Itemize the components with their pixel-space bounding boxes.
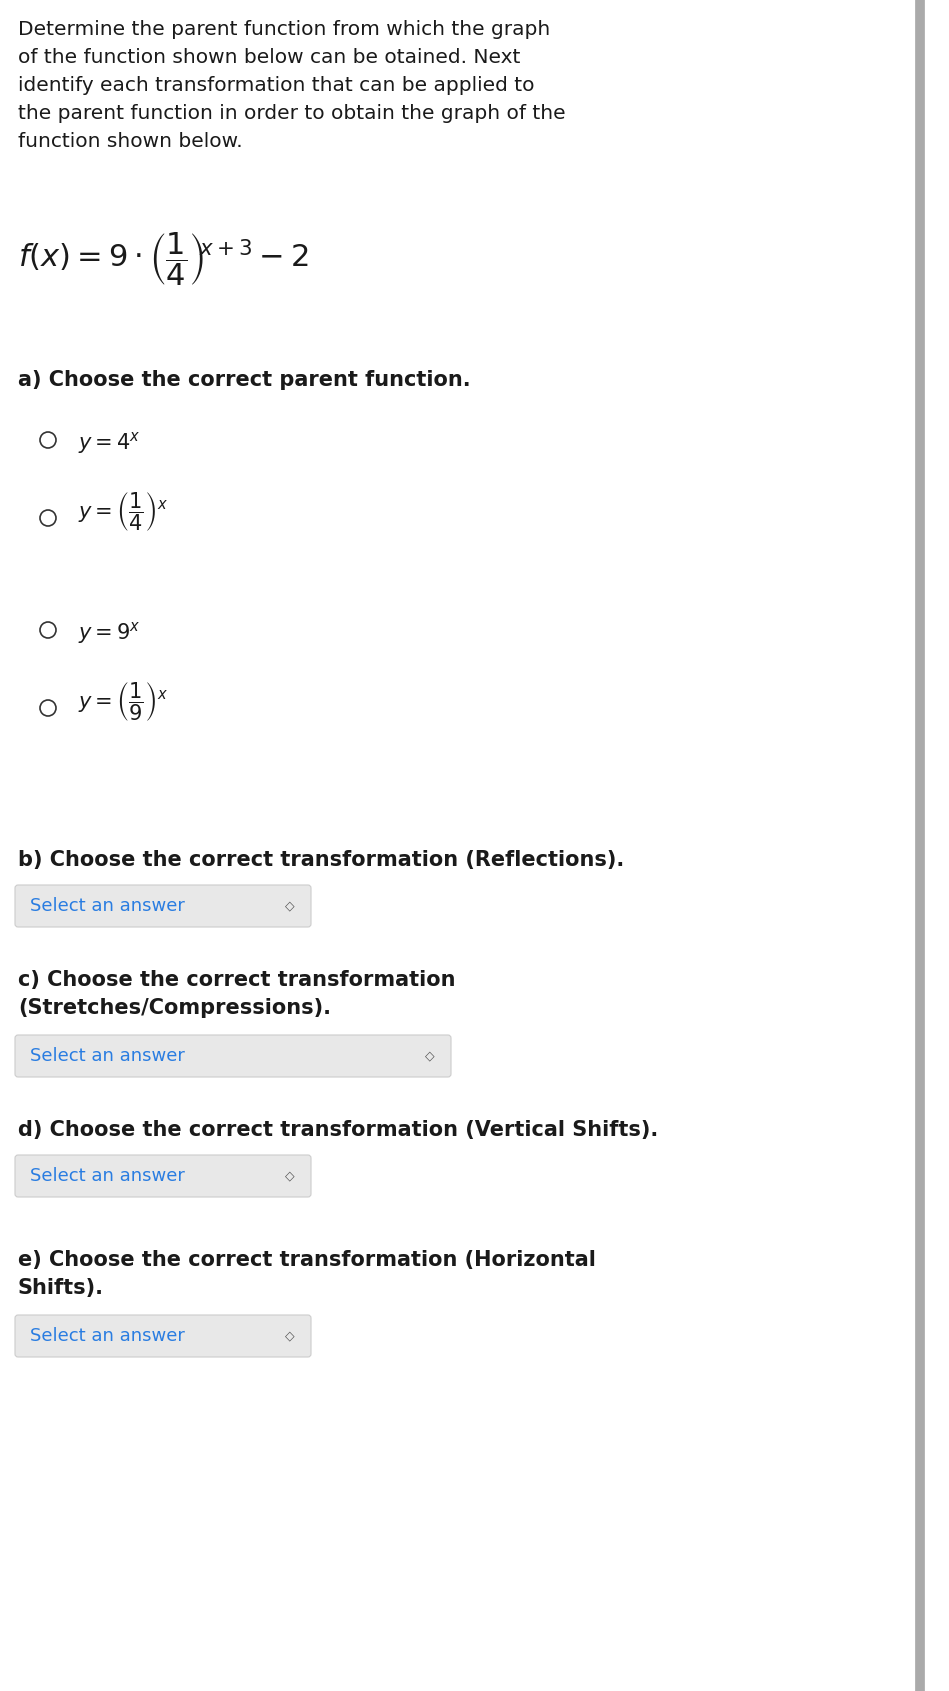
Text: the parent function in order to obtain the graph of the: the parent function in order to obtain t… — [18, 105, 566, 123]
Text: function shown below.: function shown below. — [18, 132, 243, 150]
FancyBboxPatch shape — [15, 1316, 311, 1356]
Text: $y = \left(\dfrac{1}{9}\right)^{x}$: $y = \left(\dfrac{1}{9}\right)^{x}$ — [78, 680, 168, 724]
Text: Determine the parent function from which the graph: Determine the parent function from which… — [18, 20, 550, 39]
Text: Select an answer: Select an answer — [30, 1167, 185, 1185]
Text: ◇: ◇ — [286, 1329, 295, 1343]
Text: c) Choose the correct transformation: c) Choose the correct transformation — [18, 971, 456, 989]
Text: identify each transformation that can be applied to: identify each transformation that can be… — [18, 76, 534, 95]
FancyBboxPatch shape — [15, 884, 311, 927]
Text: (Stretches/Compressions).: (Stretches/Compressions). — [18, 998, 331, 1018]
Text: of the function shown below can be otained. Next: of the function shown below can be otain… — [18, 47, 520, 68]
FancyBboxPatch shape — [15, 1035, 451, 1077]
Text: ◇: ◇ — [286, 1170, 295, 1182]
Text: b) Choose the correct transformation (Reflections).: b) Choose the correct transformation (Re… — [18, 851, 624, 869]
Text: Select an answer: Select an answer — [30, 1327, 185, 1344]
Text: $f(x) = 9 \cdot \left(\dfrac{1}{4}\right)^{\!\!x+3} - 2$: $f(x) = 9 \cdot \left(\dfrac{1}{4}\right… — [18, 230, 308, 287]
Text: $y = 9^{x}$: $y = 9^{x}$ — [78, 621, 140, 646]
Text: Select an answer: Select an answer — [30, 896, 185, 915]
Text: Shifts).: Shifts). — [18, 1278, 104, 1299]
Text: ◇: ◇ — [286, 900, 295, 913]
Text: $y = \left(\dfrac{1}{4}\right)^{x}$: $y = \left(\dfrac{1}{4}\right)^{x}$ — [78, 490, 168, 533]
Text: Select an answer: Select an answer — [30, 1047, 185, 1065]
Text: ◇: ◇ — [425, 1050, 435, 1062]
Text: a) Choose the correct parent function.: a) Choose the correct parent function. — [18, 370, 471, 391]
Text: d) Choose the correct transformation (Vertical Shifts).: d) Choose the correct transformation (Ve… — [18, 1119, 659, 1140]
FancyBboxPatch shape — [15, 1155, 311, 1197]
Text: e) Choose the correct transformation (Horizontal: e) Choose the correct transformation (Ho… — [18, 1250, 596, 1270]
Text: $y = 4^{x}$: $y = 4^{x}$ — [78, 430, 140, 457]
